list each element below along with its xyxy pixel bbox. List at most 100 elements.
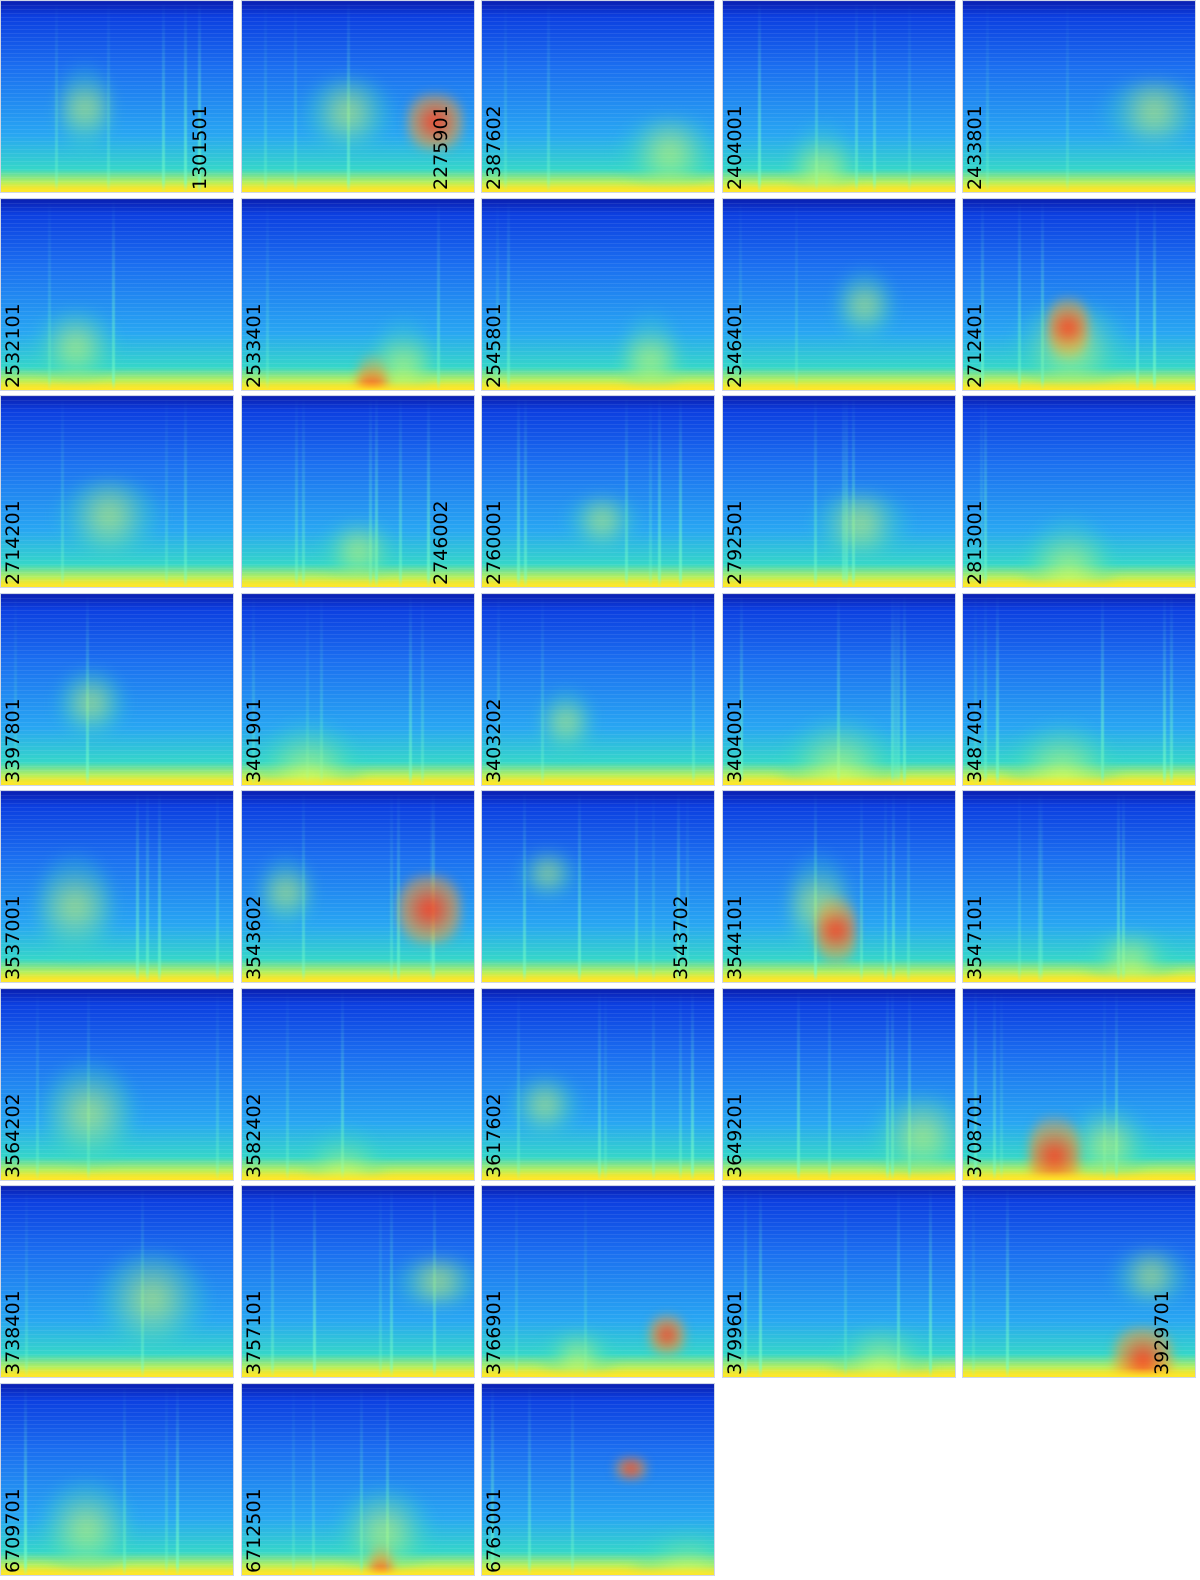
tile-id-label: 3757101	[243, 1290, 265, 1375]
spectrogram-tile: 3617602	[481, 988, 715, 1181]
spectrogram-background	[482, 791, 714, 982]
signal-streak	[884, 791, 887, 982]
tile-id-label: 3649201	[724, 1093, 746, 1178]
energy-blob	[519, 853, 577, 894]
signal-streak	[158, 791, 161, 982]
low-frequency-band	[482, 1566, 714, 1575]
hotspot	[1029, 1116, 1080, 1180]
signal-streak	[759, 1186, 762, 1377]
signal-streak	[981, 199, 984, 390]
signal-streak	[517, 989, 520, 1180]
signal-streak	[496, 199, 499, 390]
tile-id-label: 3738401	[2, 1290, 24, 1375]
signal-streak	[1115, 989, 1118, 1180]
signal-streak	[136, 791, 139, 982]
hotspot	[649, 1315, 685, 1355]
signal-streak	[886, 989, 889, 1180]
signal-streak	[1153, 199, 1156, 390]
signal-streak	[36, 989, 39, 1180]
signal-streak	[112, 199, 115, 390]
spectrogram-tile: 3543702	[481, 790, 715, 983]
signal-streak	[266, 199, 269, 390]
tile-id-label: 3564202	[2, 1093, 24, 1178]
signal-streak	[504, 1, 507, 192]
signal-streak	[295, 396, 298, 587]
signal-streak	[1018, 199, 1021, 390]
signal-streak	[974, 594, 977, 785]
signal-streak	[1018, 791, 1021, 982]
spectrogram-tile: 3708701	[962, 988, 1196, 1181]
energy-blob	[57, 481, 161, 551]
spectrogram-tile: 2433801	[962, 0, 1196, 193]
low-frequency-band	[1, 1368, 233, 1377]
tile-id-label: 2433801	[964, 105, 986, 190]
low-frequency-band	[242, 1566, 474, 1575]
spectrogram-tile: 3404001	[722, 593, 956, 786]
energy-blob	[793, 122, 851, 192]
spectrogram-tile: 3547101	[962, 790, 1196, 983]
energy-blob	[811, 494, 910, 553]
signal-streak	[740, 594, 743, 785]
signal-streak	[625, 396, 628, 587]
energy-blob	[1100, 82, 1195, 141]
signal-streak	[427, 396, 430, 587]
low-frequency-band	[1, 578, 233, 587]
tile-id-label: 1301501	[189, 105, 212, 190]
signal-streak	[584, 1186, 587, 1377]
energy-blob	[44, 1062, 134, 1165]
energy-blob	[837, 270, 892, 340]
tile-id-label: 3929701	[1151, 1290, 1174, 1375]
tile-id-label: 2533401	[243, 303, 265, 388]
hotspot	[398, 875, 461, 944]
low-frequency-band	[1, 973, 233, 982]
signal-streak	[1170, 594, 1173, 785]
spectrogram-tile: 3582402	[241, 988, 475, 1181]
low-frequency-band	[242, 973, 474, 982]
signal-streak	[996, 594, 999, 785]
tile-id-label: 3547101	[964, 895, 986, 980]
signal-streak	[855, 1, 858, 192]
signal-streak	[598, 989, 601, 1180]
spectrogram-tile: 3738401	[0, 1185, 234, 1378]
signal-streak	[162, 1, 165, 192]
tile-id-label: 3617602	[483, 1093, 505, 1178]
signal-streak	[635, 791, 638, 982]
spectrogram-tile: 3766901	[481, 1185, 715, 1378]
signal-streak	[679, 989, 682, 1180]
signal-streak	[524, 396, 527, 587]
spectrogram-background	[242, 199, 474, 390]
signal-streak	[929, 1186, 932, 1377]
signal-streak	[313, 1186, 316, 1377]
tile-id-label: 3403202	[483, 698, 505, 783]
energy-blob	[541, 689, 591, 755]
tile-id-label: 2746002	[430, 500, 453, 585]
signal-streak	[320, 594, 323, 785]
signal-streak	[686, 791, 689, 982]
spectrogram-background	[482, 199, 714, 390]
signal-streak	[892, 791, 895, 982]
low-frequency-band	[723, 381, 955, 390]
signal-streak	[497, 594, 500, 785]
signal-streak	[649, 396, 652, 587]
tile-id-label: 3582402	[243, 1093, 265, 1178]
signal-streak	[897, 594, 900, 785]
signal-streak	[744, 1186, 747, 1377]
signal-streak	[216, 989, 219, 1180]
signal-streak	[61, 396, 64, 587]
energy-blob	[261, 856, 311, 929]
energy-blob	[38, 854, 112, 959]
tile-id-label: 2546401	[724, 303, 746, 388]
signal-streak	[658, 396, 661, 587]
tile-id-label: 2532101	[2, 303, 24, 388]
energy-blob	[97, 1253, 207, 1345]
signal-streak	[375, 396, 378, 587]
tile-id-label: 3401901	[243, 698, 265, 783]
signal-streak	[974, 989, 977, 1180]
energy-blob	[871, 1097, 955, 1175]
spectrogram-tile: 3543602	[241, 790, 475, 983]
low-frequency-band	[1, 1171, 233, 1180]
spectrogram-tile: 3487401	[962, 593, 1196, 786]
signal-streak	[1136, 199, 1139, 390]
tile-id-label: 2275901	[430, 105, 453, 190]
signal-streak	[1000, 989, 1003, 1180]
